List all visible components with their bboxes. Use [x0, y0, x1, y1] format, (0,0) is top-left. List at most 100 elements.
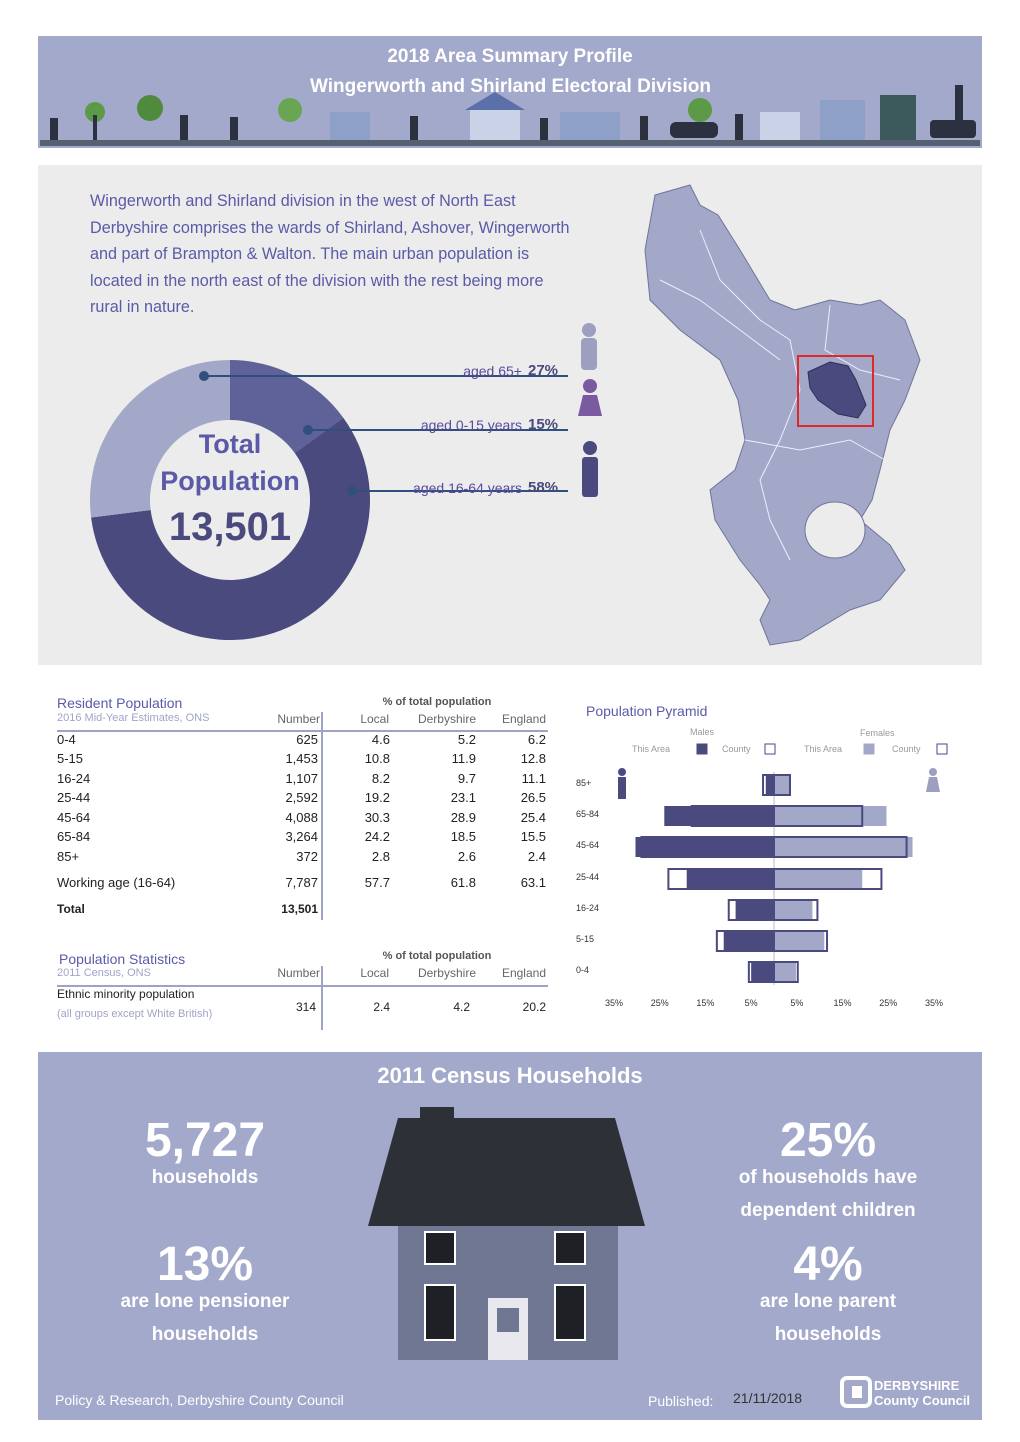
- icon-older: [581, 338, 597, 370]
- category-label: 5-15: [576, 934, 595, 944]
- cell: 11.1: [521, 771, 546, 786]
- column-header: England: [501, 712, 546, 726]
- icon-female: [929, 768, 937, 776]
- leader-dot: [347, 486, 357, 496]
- pyramid-bar: [774, 775, 790, 795]
- donut-segment: [90, 360, 231, 518]
- tree: [137, 95, 163, 121]
- column-header: Number: [277, 966, 320, 980]
- legend-swatch: [863, 743, 875, 755]
- person: [640, 116, 648, 140]
- building: [470, 108, 520, 140]
- leader-dot: [199, 371, 209, 381]
- cell: 8.2: [371, 771, 390, 786]
- icon-older: [582, 323, 596, 337]
- x-tick-label: 15%: [696, 998, 715, 1008]
- category-label: 0-4: [576, 965, 590, 975]
- tree: [278, 98, 302, 122]
- row-label: 65-84: [57, 829, 91, 844]
- building: [820, 100, 865, 140]
- row-label: 45-64: [57, 810, 91, 825]
- column-header: Derbyshire: [417, 712, 476, 726]
- footer-credit: Policy & Research, Derbyshire County Cou…: [55, 1392, 344, 1408]
- legend-swatch: [764, 743, 776, 755]
- row-label: 16-24: [57, 771, 91, 786]
- building: [880, 95, 916, 140]
- stat-label: households: [151, 1324, 259, 1345]
- cell: 30.3: [364, 810, 390, 825]
- cell: 20.2: [522, 1000, 546, 1014]
- ward-line: [744, 439, 886, 461]
- tree: [85, 102, 105, 122]
- chimney: [955, 85, 963, 125]
- division-highlight: [797, 355, 874, 427]
- cell: 2.8: [371, 849, 390, 864]
- person: [50, 118, 58, 140]
- window: [554, 1231, 586, 1265]
- cell: 372: [296, 849, 318, 864]
- stat-label: are lone parent: [759, 1291, 897, 1312]
- logo-mark: [840, 1376, 872, 1408]
- skyline: [40, 85, 980, 146]
- x-tick-label: 25%: [650, 998, 669, 1008]
- city-hole: [804, 501, 866, 559]
- cell: 4.2: [453, 1000, 470, 1014]
- category-label: 85+: [576, 778, 592, 788]
- legend-group: Females: [860, 728, 895, 738]
- car: [670, 122, 718, 138]
- cell: 61.8: [450, 875, 476, 890]
- pyramid-outline: [773, 774, 791, 796]
- cell: 1,107: [285, 771, 318, 786]
- building: [560, 112, 620, 140]
- table-rule: [57, 985, 548, 987]
- table-source: 2011 Census, ONS: [57, 967, 151, 979]
- ward-line: [659, 279, 781, 361]
- pyramid-bar: [765, 775, 774, 795]
- pyramid-outline: [773, 805, 864, 827]
- row-label: 25-44: [57, 790, 91, 805]
- age-icons: [578, 323, 940, 799]
- pyramid-bar: [774, 837, 913, 857]
- trunk: [93, 115, 97, 140]
- donut-center-label: Total: [198, 429, 262, 459]
- row-label: 5-15: [57, 751, 84, 766]
- chart-title: Population Pyramid: [586, 703, 708, 719]
- cell: 18.5: [450, 829, 476, 844]
- cell: 2.4: [527, 849, 546, 864]
- person: [180, 115, 188, 140]
- donut-total: 13,501: [168, 505, 292, 549]
- column-header: Derbyshire: [417, 966, 476, 980]
- x-tick-label: 15%: [833, 998, 852, 1008]
- pyramid-bar: [664, 806, 774, 826]
- logo-shape: [852, 1386, 862, 1398]
- cell: 2.4: [373, 1000, 390, 1014]
- cell: 13,501: [281, 902, 318, 916]
- map: [644, 184, 921, 646]
- pyramid-bar: [635, 837, 774, 857]
- window: [424, 1231, 456, 1265]
- legend-group: Males: [690, 727, 715, 737]
- person: [410, 116, 418, 140]
- cell: 2.6: [457, 849, 476, 864]
- table-group-header: % of total population: [382, 696, 492, 708]
- cell: 3,264: [285, 829, 318, 844]
- leader-dot: [303, 425, 313, 435]
- ward-line: [824, 304, 901, 381]
- cell: 25.4: [520, 810, 546, 825]
- person: [735, 114, 743, 140]
- category-label: 65-84: [576, 809, 600, 819]
- row-note: (all groups except White British): [57, 1008, 213, 1020]
- category-label: 16-24: [576, 903, 600, 913]
- cell: 4.6: [371, 732, 390, 747]
- pyramid-bar: [735, 900, 774, 920]
- pyramid-outline: [773, 961, 799, 983]
- row-label: Working age (16-64): [57, 875, 176, 890]
- icon-male: [618, 768, 626, 776]
- column-header: Number: [277, 712, 320, 726]
- footer-date: 21/11/2018: [733, 1390, 803, 1406]
- stat-label: households: [151, 1167, 259, 1188]
- roof: [368, 1118, 645, 1226]
- legend-swatch: [936, 743, 948, 755]
- pyramid-bar: [751, 962, 774, 982]
